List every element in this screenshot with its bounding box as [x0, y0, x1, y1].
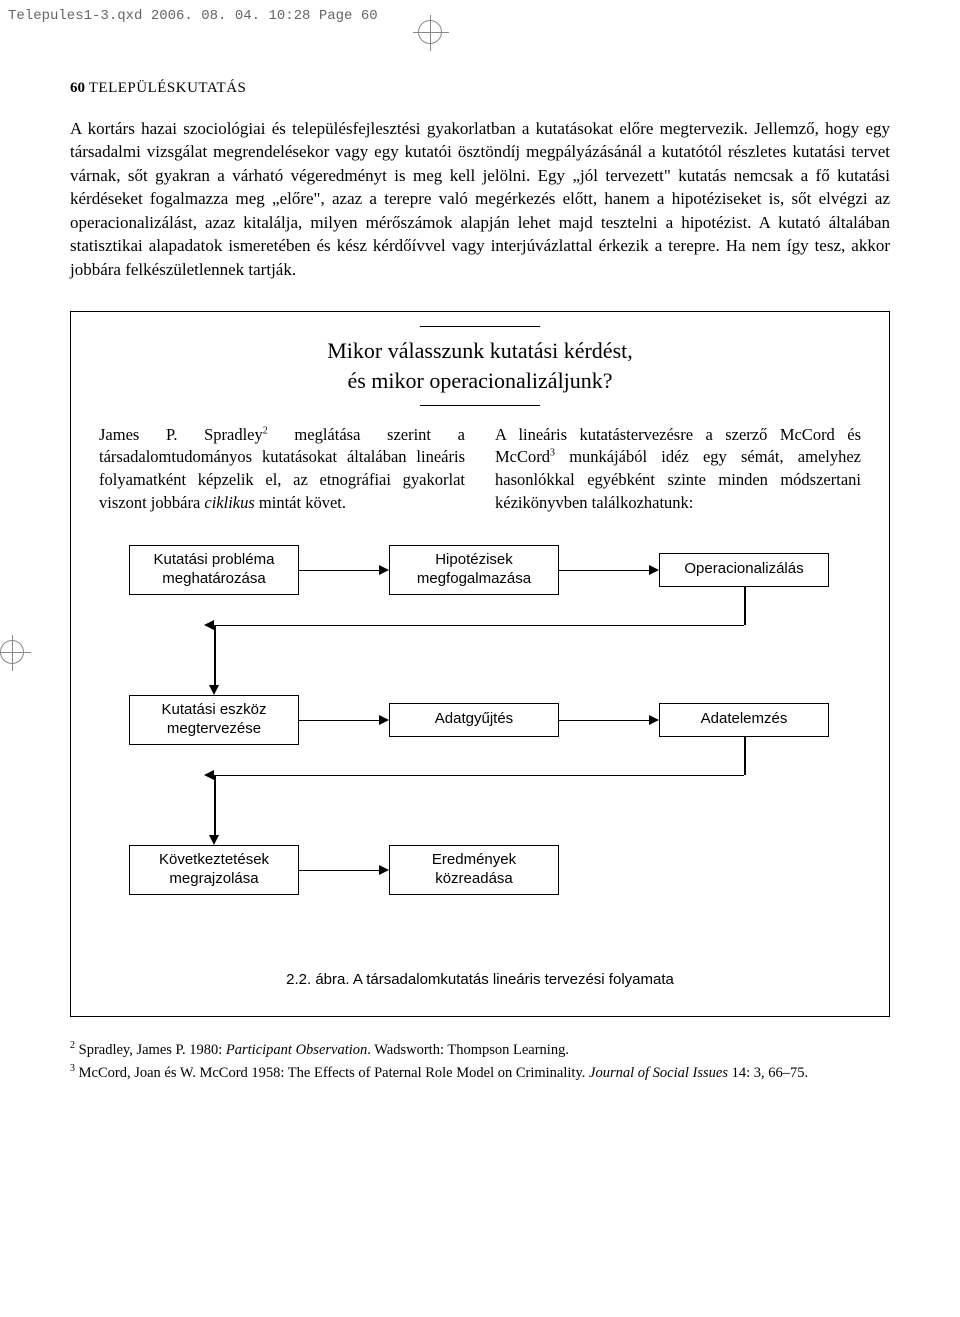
- crop-mark-icon: [0, 640, 24, 664]
- flowchart-node: Hipotézisekmegfogalmazása: [389, 545, 559, 595]
- flowchart-node: Kutatási eszközmegtervezése: [129, 695, 299, 745]
- crop-header: Telepules1-3.qxd 2006. 08. 04. 10:28 Pag…: [8, 8, 378, 24]
- box-title-line2: és mikor operacionalizáljunk?: [347, 368, 612, 393]
- flowchart-node: Eredményekközreadása: [389, 845, 559, 895]
- body-paragraph: A kortárs hazai szociológiai és települé…: [70, 117, 890, 281]
- text: James P. Spradley: [99, 425, 263, 444]
- box-title: Mikor válasszunk kutatási kérdést, és mi…: [290, 336, 670, 395]
- running-head: 60 TELEPÜLÉSKUTATÁS: [70, 80, 890, 97]
- flowchart-node: Kutatási problémameghatározása: [129, 545, 299, 595]
- text: . Wadsworth: Thompson Learning.: [367, 1041, 569, 1057]
- text: 14: 3, 66–75.: [728, 1065, 808, 1081]
- page-number: 60: [70, 80, 85, 96]
- emphasis: ciklikus: [204, 493, 254, 512]
- footnote: 2 Spradley, James P. 1980: Participant O…: [70, 1039, 890, 1060]
- flowchart-node: Adatelemzés: [659, 703, 829, 737]
- emphasis: Participant Observation: [226, 1041, 367, 1057]
- column-right: A lineáris kutatástervezésre a szerző Mc…: [495, 424, 861, 515]
- crop-mark-icon: [418, 20, 442, 44]
- box-title-line1: Mikor válasszunk kutatási kérdést,: [327, 338, 633, 363]
- flowchart-diagram: Kutatási problémameghatározása Hipotézise…: [99, 545, 861, 965]
- page-content: 60 TELEPÜLÉSKUTATÁS A kortárs hazai szoc…: [70, 80, 890, 1085]
- text: McCord, Joan és W. McCord 1958: The Effe…: [79, 1065, 589, 1081]
- footnote: 3 McCord, Joan és W. McCord 1958: The Ef…: [70, 1062, 890, 1083]
- flowchart-node: Adatgyűjtés: [389, 703, 559, 737]
- emphasis: Journal of Social Issues: [589, 1065, 728, 1081]
- two-column-text: James P. Spradley2 meglátása szerint a t…: [99, 424, 861, 515]
- text: mintát követ.: [255, 493, 346, 512]
- flowchart-node: Operacionalizálás: [659, 553, 829, 587]
- section-title: TELEPÜLÉSKUTATÁS: [89, 80, 247, 96]
- text: Spradley, James P. 1980:: [79, 1041, 226, 1057]
- footnotes: 2 Spradley, James P. 1980: Participant O…: [70, 1039, 890, 1084]
- boxed-section: Mikor válasszunk kutatási kérdést, és mi…: [70, 311, 890, 1016]
- flowchart-node: Következtetésekmegrajzolása: [129, 845, 299, 895]
- figure-caption: 2.2. ábra. A társadalomkutatás lineáris …: [99, 971, 861, 988]
- column-left: James P. Spradley2 meglátása szerint a t…: [99, 424, 465, 515]
